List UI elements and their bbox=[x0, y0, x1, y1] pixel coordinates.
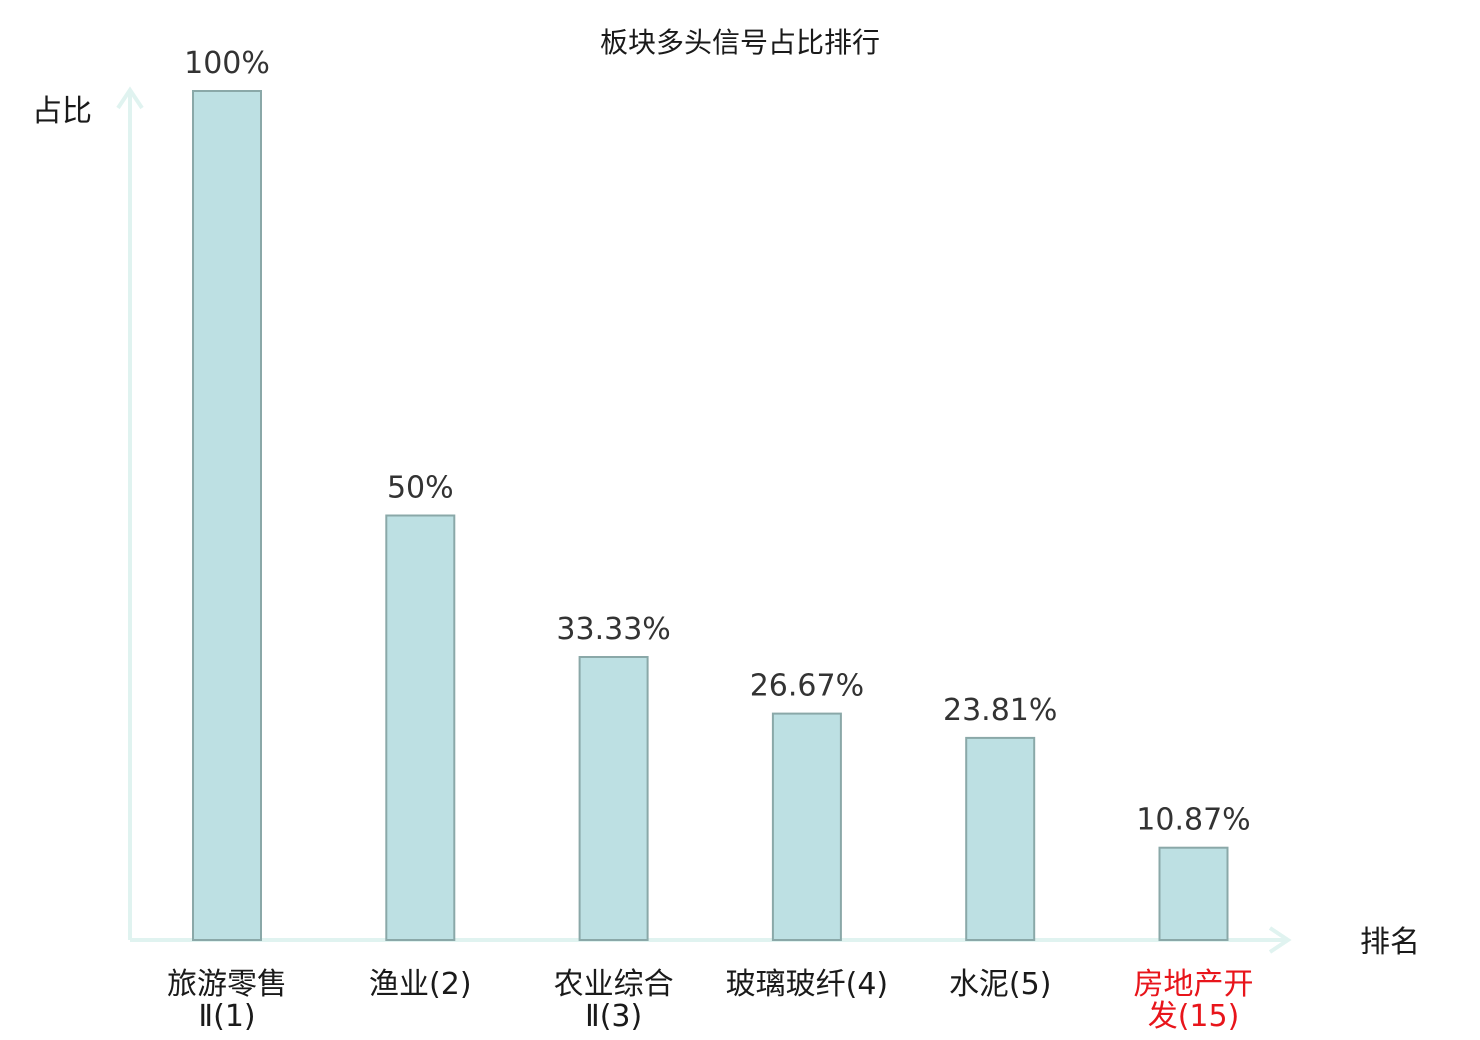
value-label-1: 100% bbox=[184, 46, 270, 81]
y-axis-arrow-icon bbox=[116, 86, 144, 110]
category-label-line: 房地产开 bbox=[1134, 967, 1254, 1002]
category-label-line: 农业综合 bbox=[554, 967, 674, 1002]
y-axis-label: 占比 bbox=[32, 94, 92, 129]
bar-1 bbox=[192, 90, 262, 941]
bar-2 bbox=[385, 514, 456, 941]
value-label-5: 23.81% bbox=[943, 693, 1057, 728]
x-axis-label: 排名 bbox=[1360, 925, 1420, 960]
chart-title: 板块多头信号占比排行 bbox=[600, 26, 880, 59]
category-label-line: Ⅱ(3) bbox=[585, 999, 642, 1034]
category-label-5: 水泥(5) bbox=[949, 967, 1052, 1002]
category-label-6: 房地产开发(15) bbox=[1134, 967, 1254, 1034]
category-label-line: Ⅱ(1) bbox=[198, 999, 255, 1034]
bar-6 bbox=[1158, 846, 1229, 942]
value-label-4: 26.67% bbox=[750, 669, 864, 704]
axes bbox=[116, 86, 1292, 954]
bar-5 bbox=[965, 736, 1036, 942]
category-label-4: 玻璃玻纤(4) bbox=[726, 967, 889, 1002]
category-label-line: 旅游零售 bbox=[167, 967, 287, 1002]
value-label-2: 50% bbox=[387, 471, 454, 506]
category-label-line: 玻璃玻纤(4) bbox=[726, 967, 889, 1002]
value-label-3: 33.33% bbox=[556, 612, 670, 647]
value-label-6: 10.87% bbox=[1136, 803, 1250, 838]
category-label-3: 农业综合 Ⅱ(3) bbox=[554, 967, 674, 1034]
bar-4 bbox=[771, 712, 842, 941]
bar-3 bbox=[578, 656, 649, 941]
x-axis-arrow-icon bbox=[1268, 926, 1292, 954]
category-label-1: 旅游零售 Ⅱ(1) bbox=[167, 967, 287, 1034]
category-label-line: 水泥(5) bbox=[949, 967, 1052, 1002]
category-label-line: 渔业(2) bbox=[369, 967, 472, 1002]
bars bbox=[192, 90, 1229, 942]
category-label-line: 发(15) bbox=[1148, 999, 1240, 1034]
value-labels: 100% 50% 33.33% 26.67% 23.81% 10.87% bbox=[184, 46, 1251, 838]
category-label-2: 渔业(2) bbox=[369, 967, 472, 1002]
category-labels: 旅游零售 Ⅱ(1) 渔业(2) 农业综合 Ⅱ(3) 玻璃玻纤(4) 水泥(5) 房地产开发(1… bbox=[167, 967, 1254, 1034]
